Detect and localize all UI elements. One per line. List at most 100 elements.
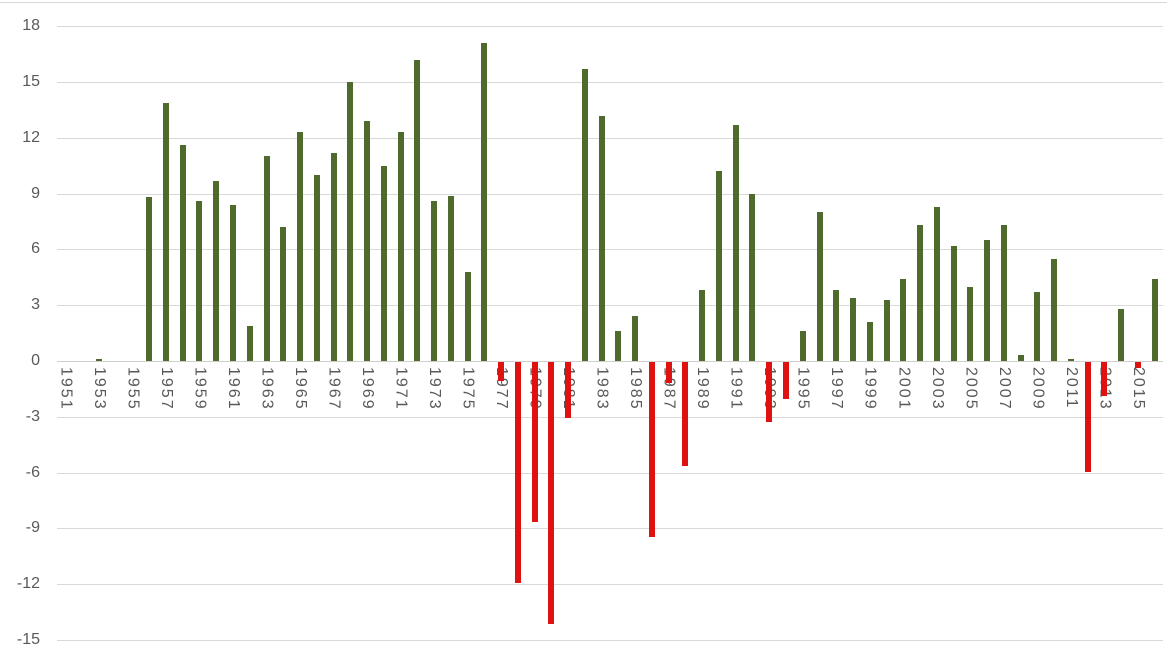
bar-1999 (866, 321, 873, 361)
bar-2005 (967, 286, 974, 361)
x-tick-1953: 1953 (90, 367, 108, 411)
bar-2016 (1151, 279, 1158, 361)
bar-2006 (984, 240, 990, 361)
x-tick-1975: 1975 (459, 367, 477, 411)
bar-1962 (246, 325, 253, 361)
bar-1960 (213, 180, 220, 361)
bar-1988 (682, 362, 689, 467)
gridline-15 (57, 82, 1163, 83)
x-tick-1951: 1951 (57, 367, 75, 411)
x-tick-1989: 1989 (694, 367, 712, 411)
y-tick--12: -12 (16, 575, 40, 593)
gridline--6 (57, 472, 1163, 474)
bar-1997 (833, 290, 840, 361)
bar-2007 (1000, 225, 1007, 361)
bar-1998 (850, 297, 856, 361)
bar-1957 (162, 102, 169, 361)
y-tick--15: -15 (16, 631, 40, 648)
bar-1966 (313, 175, 320, 361)
y-tick--9: -9 (25, 519, 40, 537)
bar-1972 (414, 59, 421, 361)
x-tick-2005: 2005 (962, 367, 980, 411)
x-tick-2007: 2007 (995, 367, 1013, 411)
x-tick-1997: 1997 (828, 367, 846, 411)
bar-1985 (632, 316, 639, 361)
bar-1984 (615, 331, 622, 361)
gridline--9 (57, 528, 1163, 530)
bar-1974 (447, 195, 454, 361)
x-tick-2015: 2015 (1129, 367, 1147, 411)
bar-2008 (1017, 355, 1024, 361)
bar-1971 (397, 132, 404, 361)
bar-1968 (347, 82, 354, 361)
y-tick--6: -6 (25, 463, 40, 481)
bar-2014 (1118, 308, 1125, 361)
y-tick-9: 9 (31, 184, 40, 202)
bar-1969 (364, 121, 370, 361)
x-tick-1959: 1959 (191, 367, 209, 411)
bar-1975 (464, 271, 471, 361)
x-tick-1999: 1999 (861, 367, 879, 411)
bar-1983 (598, 115, 605, 361)
bar-1986 (648, 362, 655, 537)
chart-top-border (0, 2, 1167, 3)
bar-1973 (431, 201, 437, 361)
gridline-0 (57, 361, 1163, 362)
bar-1961 (230, 204, 236, 361)
x-tick-1977: 1977 (493, 367, 511, 411)
bar-1987 (665, 362, 672, 383)
gridline--12 (57, 584, 1163, 586)
x-tick-1955: 1955 (124, 367, 142, 411)
gridline-18 (57, 26, 1163, 28)
bar-1992 (749, 193, 756, 361)
bar-2004 (950, 245, 957, 361)
bar-1953 (95, 359, 102, 361)
gridline--15 (57, 640, 1163, 641)
x-tick-1961: 1961 (225, 367, 242, 411)
y-tick--3: -3 (25, 407, 40, 425)
y-tick-6: 6 (31, 240, 40, 258)
bar-1981 (565, 362, 572, 418)
bar-1959 (196, 201, 203, 361)
bar-1995 (799, 331, 806, 361)
bar-1964 (280, 227, 287, 361)
x-tick-1987: 1987 (660, 367, 678, 411)
gridline-12 (57, 137, 1163, 139)
gridline-3 (57, 305, 1163, 307)
y-tick-3: 3 (31, 296, 40, 314)
bar-1982 (581, 69, 588, 361)
bar-2003 (933, 206, 940, 361)
bar-2011 (1067, 359, 1074, 361)
bar-2013 (1101, 362, 1108, 396)
bar-2009 (1034, 292, 1041, 361)
bar-2002 (917, 225, 923, 361)
x-tick-1983: 1983 (593, 367, 611, 411)
bar-1989 (699, 290, 706, 361)
gridline-9 (57, 193, 1163, 195)
bar-1965 (297, 132, 303, 361)
gridline--3 (57, 416, 1163, 418)
bar-2015 (1134, 362, 1141, 368)
x-tick-1969: 1969 (359, 367, 376, 411)
x-tick-1957: 1957 (157, 367, 175, 411)
x-tick-1985: 1985 (627, 367, 645, 411)
x-tick-1973: 1973 (426, 367, 443, 411)
bar-1990 (715, 171, 722, 361)
bar-1979 (531, 362, 538, 522)
bar-2001 (900, 279, 907, 361)
bar-1963 (263, 156, 270, 361)
bar-1970 (380, 165, 387, 361)
bar-1958 (179, 145, 186, 361)
x-tick-1995: 1995 (794, 367, 812, 411)
y-tick-15: 15 (22, 73, 40, 90)
bar-1967 (330, 152, 337, 361)
bar-2000 (883, 299, 890, 361)
x-tick-1967: 1967 (325, 367, 343, 411)
x-tick-1965: 1965 (292, 367, 309, 411)
x-tick-1991: 1991 (727, 367, 745, 411)
bar-1993 (766, 362, 773, 422)
bar-1956 (146, 197, 153, 361)
bar-1991 (732, 124, 739, 361)
x-tick-1971: 1971 (392, 367, 410, 411)
